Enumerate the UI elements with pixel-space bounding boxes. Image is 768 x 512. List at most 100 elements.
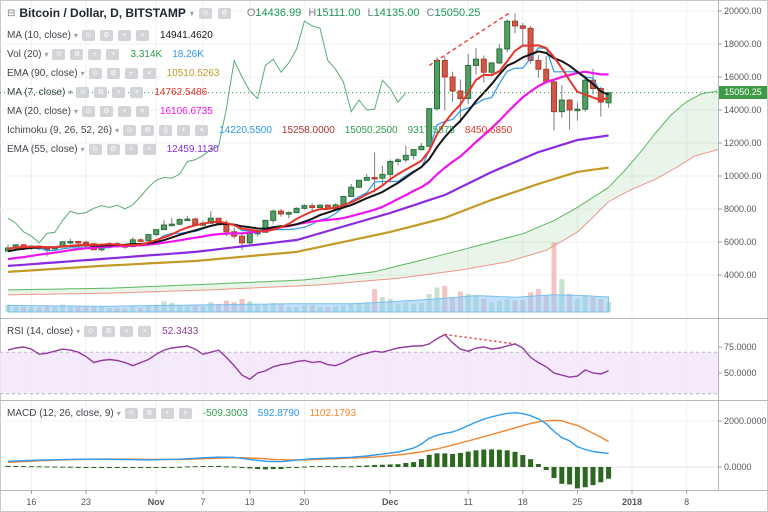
macd-histogram-bar <box>567 467 573 485</box>
indicator-label[interactable]: MA (10, close) <box>7 30 71 41</box>
close-button[interactable]: × <box>138 326 152 337</box>
visible-button[interactable]: ⊙ <box>88 68 102 79</box>
settings-button[interactable]: ⚙ <box>217 7 231 19</box>
macd-histogram-bar <box>379 464 385 467</box>
settings-button[interactable]: ⚙ <box>102 326 116 337</box>
low-value: 14135.00 <box>373 7 420 19</box>
candle <box>410 149 417 156</box>
candle <box>488 62 495 73</box>
candle <box>566 99 573 111</box>
add-button[interactable]: + <box>177 125 191 136</box>
add-button[interactable]: + <box>120 326 134 337</box>
macd-histogram-bar <box>21 466 27 468</box>
dropdown-caret[interactable]: ▾ <box>44 50 49 59</box>
dropdown-caret[interactable]: ▾ <box>73 107 78 116</box>
settings-button[interactable]: ⚙ <box>142 408 156 419</box>
add-button[interactable]: + <box>160 408 174 419</box>
settings-button[interactable]: ⚙ <box>106 144 120 155</box>
dropdown-caret[interactable]: ▾ <box>115 126 120 135</box>
indicator-row: MA (7, close) ▾ ⊙ ⚙ + × 14762.5486 <box>7 87 207 98</box>
macd-histogram-bar <box>528 459 534 467</box>
format-button[interactable]: {} <box>159 125 173 136</box>
symbol-dropdown-caret[interactable]: ▾ <box>189 8 194 18</box>
candle <box>176 219 183 225</box>
indicator-value: 52.3433 <box>162 326 199 337</box>
volume-ma-area <box>7 294 610 313</box>
indicator-label[interactable]: EMA (90, close) <box>7 68 78 79</box>
close-button[interactable]: × <box>178 408 192 419</box>
settings-button[interactable]: ⚙ <box>141 125 155 136</box>
collapse-icon[interactable]: ⊟ <box>7 7 16 19</box>
indicator-row: Vol (20) ▾ ⊙ ⚙ + × 3.314K 18.26K <box>7 49 204 60</box>
indicator-label[interactable]: Ichimoku (9, 26, 52, 26) <box>7 125 113 136</box>
dropdown-caret[interactable]: ▾ <box>73 31 78 40</box>
price-axis-label: 8000.00 <box>724 204 757 214</box>
ma20-line <box>7 70 609 261</box>
time-axis[interactable]: 16 23 Nov 7 13 20 Dec 11 18 25 2018 8 <box>26 490 689 507</box>
price-axis-label: 16000.00 <box>724 72 762 82</box>
indicator-value: 15050.2500 <box>344 125 398 136</box>
visible-button[interactable]: ⊙ <box>84 326 98 337</box>
macd-histogram-bar <box>200 466 206 468</box>
indicator-label[interactable]: EMA (55, close) <box>7 144 78 155</box>
macd-histogram-bar <box>356 465 362 467</box>
macd-histogram-bar <box>520 455 526 467</box>
close-button[interactable]: × <box>142 68 156 79</box>
settings-button[interactable]: ⚙ <box>94 87 108 98</box>
macd-histogram-bar <box>286 467 292 468</box>
indicator-row: Ichimoku (9, 26, 52, 26) ▾ ⊙ ⚙ {} + × 14220.550… <box>7 125 512 136</box>
add-button[interactable]: + <box>117 106 131 117</box>
dropdown-caret[interactable]: ▾ <box>68 88 73 97</box>
time-axis-label: 8 <box>684 497 689 507</box>
time-axis-label: 16 <box>26 497 36 507</box>
close-button[interactable]: × <box>195 125 209 136</box>
macd-histogram-bar <box>333 466 339 468</box>
candle <box>473 58 479 66</box>
add-button[interactable]: + <box>124 144 138 155</box>
settings-button[interactable]: ⚙ <box>99 30 113 41</box>
macd-histogram-bar <box>395 464 401 467</box>
price-axis[interactable]: 20000.00 18000.00 16000.00 14000.00 12000.00… <box>718 6 767 472</box>
time-axis-label: 18 <box>518 497 528 507</box>
symbol-title[interactable]: Bitcoin / Dollar, D, BITSTAMP <box>19 6 186 20</box>
settings-button[interactable]: ⚙ <box>106 68 120 79</box>
macd-histogram-bar <box>434 453 440 467</box>
macd-histogram-bar <box>114 467 120 468</box>
visible-button[interactable]: ⊙ <box>52 49 66 60</box>
dropdown-caret[interactable]: ▾ <box>80 145 85 154</box>
add-button[interactable]: + <box>112 87 126 98</box>
add-button[interactable]: + <box>124 68 138 79</box>
visible-button[interactable]: ⊙ <box>124 408 138 419</box>
indicator-label[interactable]: MA (7, close) <box>7 87 66 98</box>
price-axis-label: 4000.00 <box>724 270 757 280</box>
visible-button[interactable]: ⊙ <box>81 30 95 41</box>
settings-button[interactable]: ⚙ <box>99 106 113 117</box>
macd-pane <box>0 401 718 490</box>
close-button[interactable]: × <box>142 144 156 155</box>
add-button[interactable]: + <box>117 30 131 41</box>
macd-histogram-bar <box>83 467 89 468</box>
candle <box>153 229 160 236</box>
close-button[interactable]: × <box>135 30 149 41</box>
dropdown-caret[interactable]: ▾ <box>80 69 85 78</box>
close-button[interactable]: × <box>130 87 144 98</box>
close-button[interactable]: × <box>135 106 149 117</box>
indicator-label[interactable]: RSI (14, close) <box>7 326 74 337</box>
visible-button[interactable]: ⊙ <box>88 144 102 155</box>
indicator-label[interactable]: MA (20, close) <box>7 106 71 117</box>
settings-button[interactable]: ⚙ <box>70 49 84 60</box>
candle <box>270 210 277 221</box>
close-button[interactable]: × <box>106 49 120 60</box>
add-button[interactable]: + <box>88 49 102 60</box>
indicator-label[interactable]: MACD (12, 26, close, 9) <box>7 408 114 419</box>
dropdown-caret[interactable]: ▾ <box>76 327 81 336</box>
indicator-label[interactable]: Vol (20) <box>7 49 42 60</box>
volume-bar <box>551 242 557 312</box>
visible-button[interactable]: ⊙ <box>81 106 95 117</box>
dropdown-caret[interactable]: ▾ <box>116 409 121 418</box>
macd-histogram-bar <box>442 453 448 467</box>
visible-button[interactable]: ⊙ <box>76 87 90 98</box>
visibility-button[interactable]: ⊙ <box>198 7 212 19</box>
visible-button[interactable]: ⊙ <box>123 125 137 136</box>
